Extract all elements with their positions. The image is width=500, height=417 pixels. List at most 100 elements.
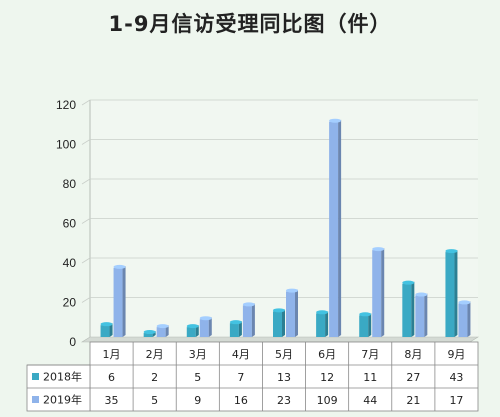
data-label: 12 xyxy=(320,371,334,384)
bar-2019-2 xyxy=(156,324,169,337)
bar-2018-5 xyxy=(273,308,285,337)
bar-face xyxy=(329,121,339,337)
bar-top xyxy=(415,292,428,297)
bar-side xyxy=(411,281,415,337)
data-label: 11 xyxy=(363,371,377,384)
bar-top xyxy=(372,247,385,252)
bar-top xyxy=(199,316,212,321)
bar-face xyxy=(316,313,326,337)
bar-face xyxy=(415,295,425,337)
bar-face xyxy=(229,323,239,337)
data-label: 23 xyxy=(277,394,291,407)
gridline-side xyxy=(81,178,91,185)
data-label: 17 xyxy=(449,394,463,407)
bar-top xyxy=(359,312,372,317)
bar-2019-9 xyxy=(458,300,471,337)
y-tick-label: 20 xyxy=(63,296,77,310)
gridline-side xyxy=(81,257,91,264)
x-category-label: 5月 xyxy=(275,348,293,361)
bar-2018-6 xyxy=(316,310,329,337)
data-label: 44 xyxy=(363,394,377,407)
bar-face xyxy=(186,327,196,337)
data-label: 21 xyxy=(406,394,420,407)
bar-face xyxy=(156,327,166,337)
y-tick-label: 120 xyxy=(56,98,76,112)
bar-2018-7 xyxy=(359,312,372,337)
bar-face xyxy=(372,250,382,337)
bar-top xyxy=(286,288,298,293)
bar-side xyxy=(295,289,298,337)
bar-side xyxy=(467,301,471,337)
bar-2019-4 xyxy=(242,302,255,337)
bar-side xyxy=(368,313,372,337)
x-category-label: 3月 xyxy=(189,348,207,361)
data-label: 16 xyxy=(234,394,248,407)
bar-2018-4 xyxy=(229,320,242,337)
bar-face xyxy=(286,291,295,337)
data-label: 9 xyxy=(194,394,201,407)
legend-label: 2019年 xyxy=(43,393,82,407)
bar-2018-1 xyxy=(100,322,113,337)
bar-side xyxy=(122,265,126,337)
bar-2019-7 xyxy=(372,247,385,337)
gridline-side xyxy=(81,139,91,145)
gridline-side xyxy=(81,297,91,303)
bar-side xyxy=(165,325,169,337)
bar-top xyxy=(100,322,113,327)
data-label: 13 xyxy=(277,371,291,384)
bar-2019-6 xyxy=(329,118,342,337)
bar-2018-3 xyxy=(186,324,199,337)
bar-side xyxy=(381,248,385,337)
data-label: 5 xyxy=(194,371,201,384)
chart-title: 1-9月信访受理同比图（件） xyxy=(108,12,392,36)
x-category-label: 8月 xyxy=(404,348,422,361)
x-category-label: 2月 xyxy=(146,348,164,361)
bar-2018-2 xyxy=(143,330,156,337)
bar-top xyxy=(113,264,126,269)
bar-face xyxy=(100,325,110,337)
bar-face xyxy=(242,305,252,337)
x-category-label: 7月 xyxy=(361,348,379,361)
bar-2019-5 xyxy=(286,288,298,337)
bar-side xyxy=(338,119,342,337)
y-tick-label: 100 xyxy=(56,138,76,152)
data-label: 7 xyxy=(237,371,244,384)
bar-side xyxy=(195,325,199,337)
data-label: 43 xyxy=(449,371,463,384)
bar-side xyxy=(251,303,255,337)
bar-face xyxy=(445,252,455,337)
bar-2019-3 xyxy=(199,316,212,337)
bar-top xyxy=(186,324,199,329)
bar-top xyxy=(458,300,471,305)
x-category-label: 9月 xyxy=(447,348,465,361)
bar-top xyxy=(143,330,156,335)
bar-side xyxy=(454,250,458,337)
data-label: 109 xyxy=(317,394,338,407)
bar-side xyxy=(325,311,329,337)
x-category-label: 6月 xyxy=(318,348,336,361)
bar-top xyxy=(156,324,169,329)
bar-side xyxy=(282,309,285,337)
bar-face xyxy=(143,333,153,337)
bar-top xyxy=(273,308,285,313)
legend-swatch xyxy=(32,373,39,380)
bar-face xyxy=(402,283,412,337)
y-tick-label: 0 xyxy=(69,335,76,349)
legend-label: 2018年 xyxy=(43,370,82,384)
gridline-side xyxy=(81,218,91,224)
bar-top xyxy=(316,310,329,315)
data-label: 2 xyxy=(151,371,158,384)
y-tick-label: 40 xyxy=(63,256,77,270)
data-label: 6 xyxy=(108,371,115,384)
x-category-label: 1月 xyxy=(103,348,121,361)
bar-2018-9 xyxy=(445,249,458,337)
data-label: 5 xyxy=(151,394,158,407)
bar-side xyxy=(208,317,212,337)
bar-side xyxy=(238,321,242,337)
bar-side xyxy=(109,323,113,337)
bar-face xyxy=(458,303,468,337)
y-tick-label: 60 xyxy=(63,217,77,231)
bar-face xyxy=(273,311,282,337)
